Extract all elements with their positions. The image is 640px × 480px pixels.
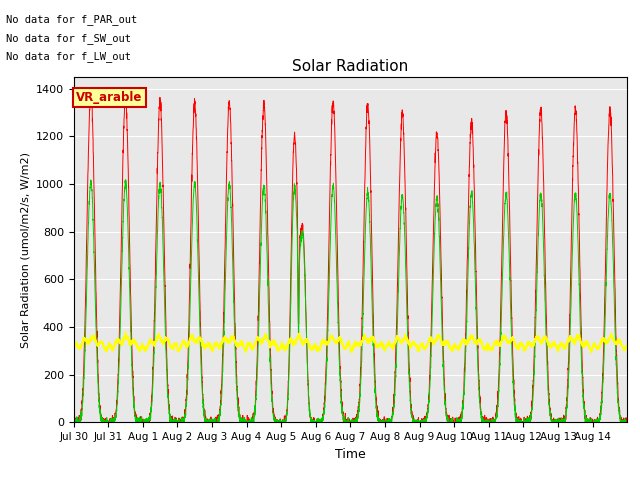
- PAR_in: [623, 420, 631, 425]
- PAR_in: [530, 367, 538, 373]
- Line: PAR_in: PAR_in: [74, 93, 627, 422]
- LW_in: [502, 335, 510, 341]
- Text: No data for f_SW_out: No data for f_SW_out: [6, 33, 131, 44]
- Text: No data for f_PAR_out: No data for f_PAR_out: [6, 14, 138, 25]
- PAR_in: [70, 420, 78, 425]
- Title: Solar Radiation: Solar Radiation: [292, 59, 408, 74]
- LW_in: [70, 344, 77, 349]
- LW_in: [401, 335, 408, 341]
- SW_in: [70, 420, 77, 425]
- LW_in: [623, 344, 631, 350]
- Text: VR_arable: VR_arable: [76, 91, 143, 104]
- SW_in: [530, 384, 538, 389]
- LW_in: [184, 340, 192, 346]
- SW_in: [623, 420, 631, 425]
- LW_in: [587, 349, 595, 355]
- Line: LW_in: LW_in: [74, 332, 627, 352]
- PAR_in: [544, 367, 552, 373]
- SW_in: [401, 234, 408, 240]
- PAR_in: [185, 329, 193, 335]
- Line: SW_in: SW_in: [74, 180, 627, 422]
- PAR_in: [401, 171, 408, 177]
- SW_in: [122, 177, 129, 182]
- PAR_in: [502, 109, 510, 115]
- LW_in: [122, 329, 129, 335]
- LW_in: [530, 340, 538, 346]
- LW_in: [544, 340, 552, 346]
- PAR_in: [371, 379, 379, 384]
- Y-axis label: Solar Radiation (umol/m2/s, W/m2): Solar Radiation (umol/m2/s, W/m2): [20, 152, 30, 348]
- SW_in: [544, 382, 552, 387]
- SW_in: [502, 195, 510, 201]
- PAR_in: [86, 90, 94, 96]
- SW_in: [185, 354, 193, 360]
- X-axis label: Time: Time: [335, 448, 366, 461]
- PAR_in: [70, 420, 77, 425]
- SW_in: [371, 390, 379, 396]
- SW_in: [70, 420, 78, 425]
- Text: No data for f_LW_out: No data for f_LW_out: [6, 51, 131, 62]
- LW_in: [371, 338, 379, 344]
